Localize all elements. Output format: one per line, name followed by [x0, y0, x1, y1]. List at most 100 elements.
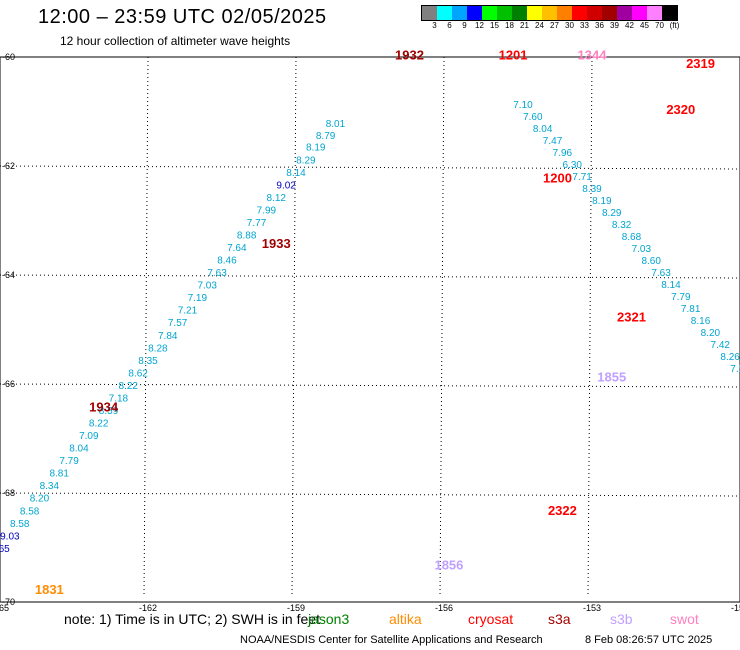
- swh-value: 7.63: [651, 268, 671, 279]
- swh-value: 8.32: [612, 220, 632, 231]
- colorbar-label: 33: [580, 21, 589, 30]
- colorbar-swatch: [617, 6, 632, 20]
- credit-line: NOAA/NESDIS Center for Satellite Applica…: [240, 634, 543, 646]
- lon-label: -159: [287, 603, 305, 612]
- swh-value: 8.46: [217, 256, 237, 267]
- colorbar-label: 3: [432, 21, 437, 30]
- swh-value: 8.14: [661, 280, 681, 291]
- lat-labels: -60 -62 -64 -66 -68 -70: [2, 52, 15, 607]
- swh-value: 7.03: [197, 281, 217, 292]
- legend-jason3: jason3: [308, 611, 350, 627]
- swh-value: 8.59: [99, 406, 119, 417]
- swh-value: 7.52: [730, 364, 740, 375]
- swh-value: 7.18: [109, 393, 129, 404]
- swh-value: 8.19: [592, 196, 612, 207]
- swh-value: 9.02: [276, 180, 296, 191]
- lon-label: -165: [0, 603, 9, 612]
- swh-value: 8.28: [148, 343, 168, 354]
- lon-label: -156: [435, 603, 453, 612]
- legend-s3b: s3b: [610, 611, 633, 627]
- swh-value: 8.58: [10, 519, 30, 530]
- lon-label: -153: [583, 603, 601, 612]
- legend-note: note: 1) Time is in UTC; 2) SWH is in fe…: [64, 611, 320, 627]
- pass-time-label: 1855: [597, 369, 626, 384]
- colorbar-swatch: [647, 6, 662, 20]
- pass-time-label: 2321: [617, 309, 646, 324]
- pass-time-label: 1831: [35, 582, 64, 597]
- colorbar-label: 15: [490, 21, 499, 30]
- swh-value: 8.58: [20, 506, 40, 517]
- swh-value: 7.71: [572, 172, 592, 183]
- colorbar-label: 45: [640, 21, 649, 30]
- swh-value: 7.79: [671, 292, 691, 303]
- swh-value: 7.84: [158, 331, 178, 342]
- swh-value: 7.81: [681, 304, 701, 315]
- swh-value: 7.03: [632, 244, 652, 255]
- legend-swot: swot: [670, 611, 699, 627]
- swh-value: 9.03: [0, 531, 20, 542]
- parallel-line: [0, 274, 740, 279]
- swh-value: 8.60: [641, 256, 661, 267]
- colorbar-label: (ft): [669, 21, 680, 30]
- colorbar-swatch: [452, 6, 467, 20]
- colorbar-label: 24: [535, 21, 544, 30]
- swh-value: 8.29: [296, 155, 316, 166]
- map-grid: [0, 56, 740, 598]
- colorbar-swatch: [587, 6, 602, 20]
- map-frame: [0, 56, 740, 603]
- swh-value: 8.14: [286, 168, 306, 179]
- time-labels: 1932 1933 1934 1200 1201 2319 2320 2321 2322 1855…: [35, 48, 715, 597]
- colorbar-label: 9: [462, 21, 467, 30]
- parallel-line: [0, 383, 740, 388]
- colorbar-label: 36: [595, 21, 604, 30]
- swh-value: 9.65: [0, 544, 10, 555]
- lon-label: -162: [139, 603, 157, 612]
- lat-label: -70: [2, 597, 15, 607]
- pass-time-label: 1344: [578, 48, 608, 63]
- colorbar: [421, 5, 678, 21]
- satellite-tracks: 8.018.798.198.298.149.028.127.997.778.88…: [0, 100, 740, 555]
- colorbar-label: 39: [610, 21, 619, 30]
- pass-time-label: 1933: [262, 236, 291, 251]
- swh-value: 7.21: [178, 306, 198, 317]
- swh-value: 8.29: [602, 208, 622, 219]
- swh-value: 8.88: [237, 230, 257, 241]
- meridian-line: [143, 56, 149, 598]
- pass-time-label: 2320: [666, 102, 695, 117]
- colorbar-label: 70: [655, 21, 664, 30]
- lon-labels: -165 -162 -159 -156 -153 -150: [0, 603, 740, 612]
- legend-cryosat: cryosat: [468, 611, 514, 627]
- swh-value: 6.30: [563, 160, 583, 171]
- colorbar-label: 21: [520, 21, 529, 30]
- swh-value: 8.79: [316, 131, 336, 142]
- colorbar-swatch: [572, 6, 587, 20]
- colorbar-swatch: [437, 6, 452, 20]
- colorbar-swatch: [497, 6, 512, 20]
- swh-value: 7.99: [257, 205, 277, 216]
- swh-value: 8.81: [49, 469, 69, 480]
- swh-value: 8.16: [691, 316, 711, 327]
- colorbar-swatch: [527, 6, 542, 20]
- colorbar-swatch: [632, 6, 647, 20]
- colorbar-swatch: [467, 6, 482, 20]
- colorbar-swatch: [662, 6, 677, 20]
- swh-value: 7.19: [188, 293, 208, 304]
- swh-value: 7.10: [513, 100, 533, 111]
- colorbar-label: 18: [505, 21, 514, 30]
- pass-time-label: 1200: [543, 170, 572, 185]
- swh-value: 8.68: [622, 232, 642, 243]
- swh-value: 8.20: [30, 494, 50, 505]
- swh-value: 7.63: [207, 268, 227, 279]
- colorbar-label: 42: [625, 21, 634, 30]
- swh-value: 7.60: [523, 112, 543, 123]
- chart-subtitle: 12 hour collection of altimeter wave hei…: [60, 34, 291, 48]
- parallel-line: [0, 165, 740, 170]
- swh-value: 8.04: [533, 124, 553, 135]
- meridian-line: [439, 56, 445, 598]
- colorbar-swatch: [422, 6, 437, 20]
- swh-value: 8.19: [306, 143, 326, 154]
- lat-label: -68: [2, 488, 15, 498]
- pass-time-label: 1934: [89, 399, 119, 414]
- pass-time-label: 1201: [499, 48, 528, 63]
- swh-value: 8.01: [326, 119, 346, 130]
